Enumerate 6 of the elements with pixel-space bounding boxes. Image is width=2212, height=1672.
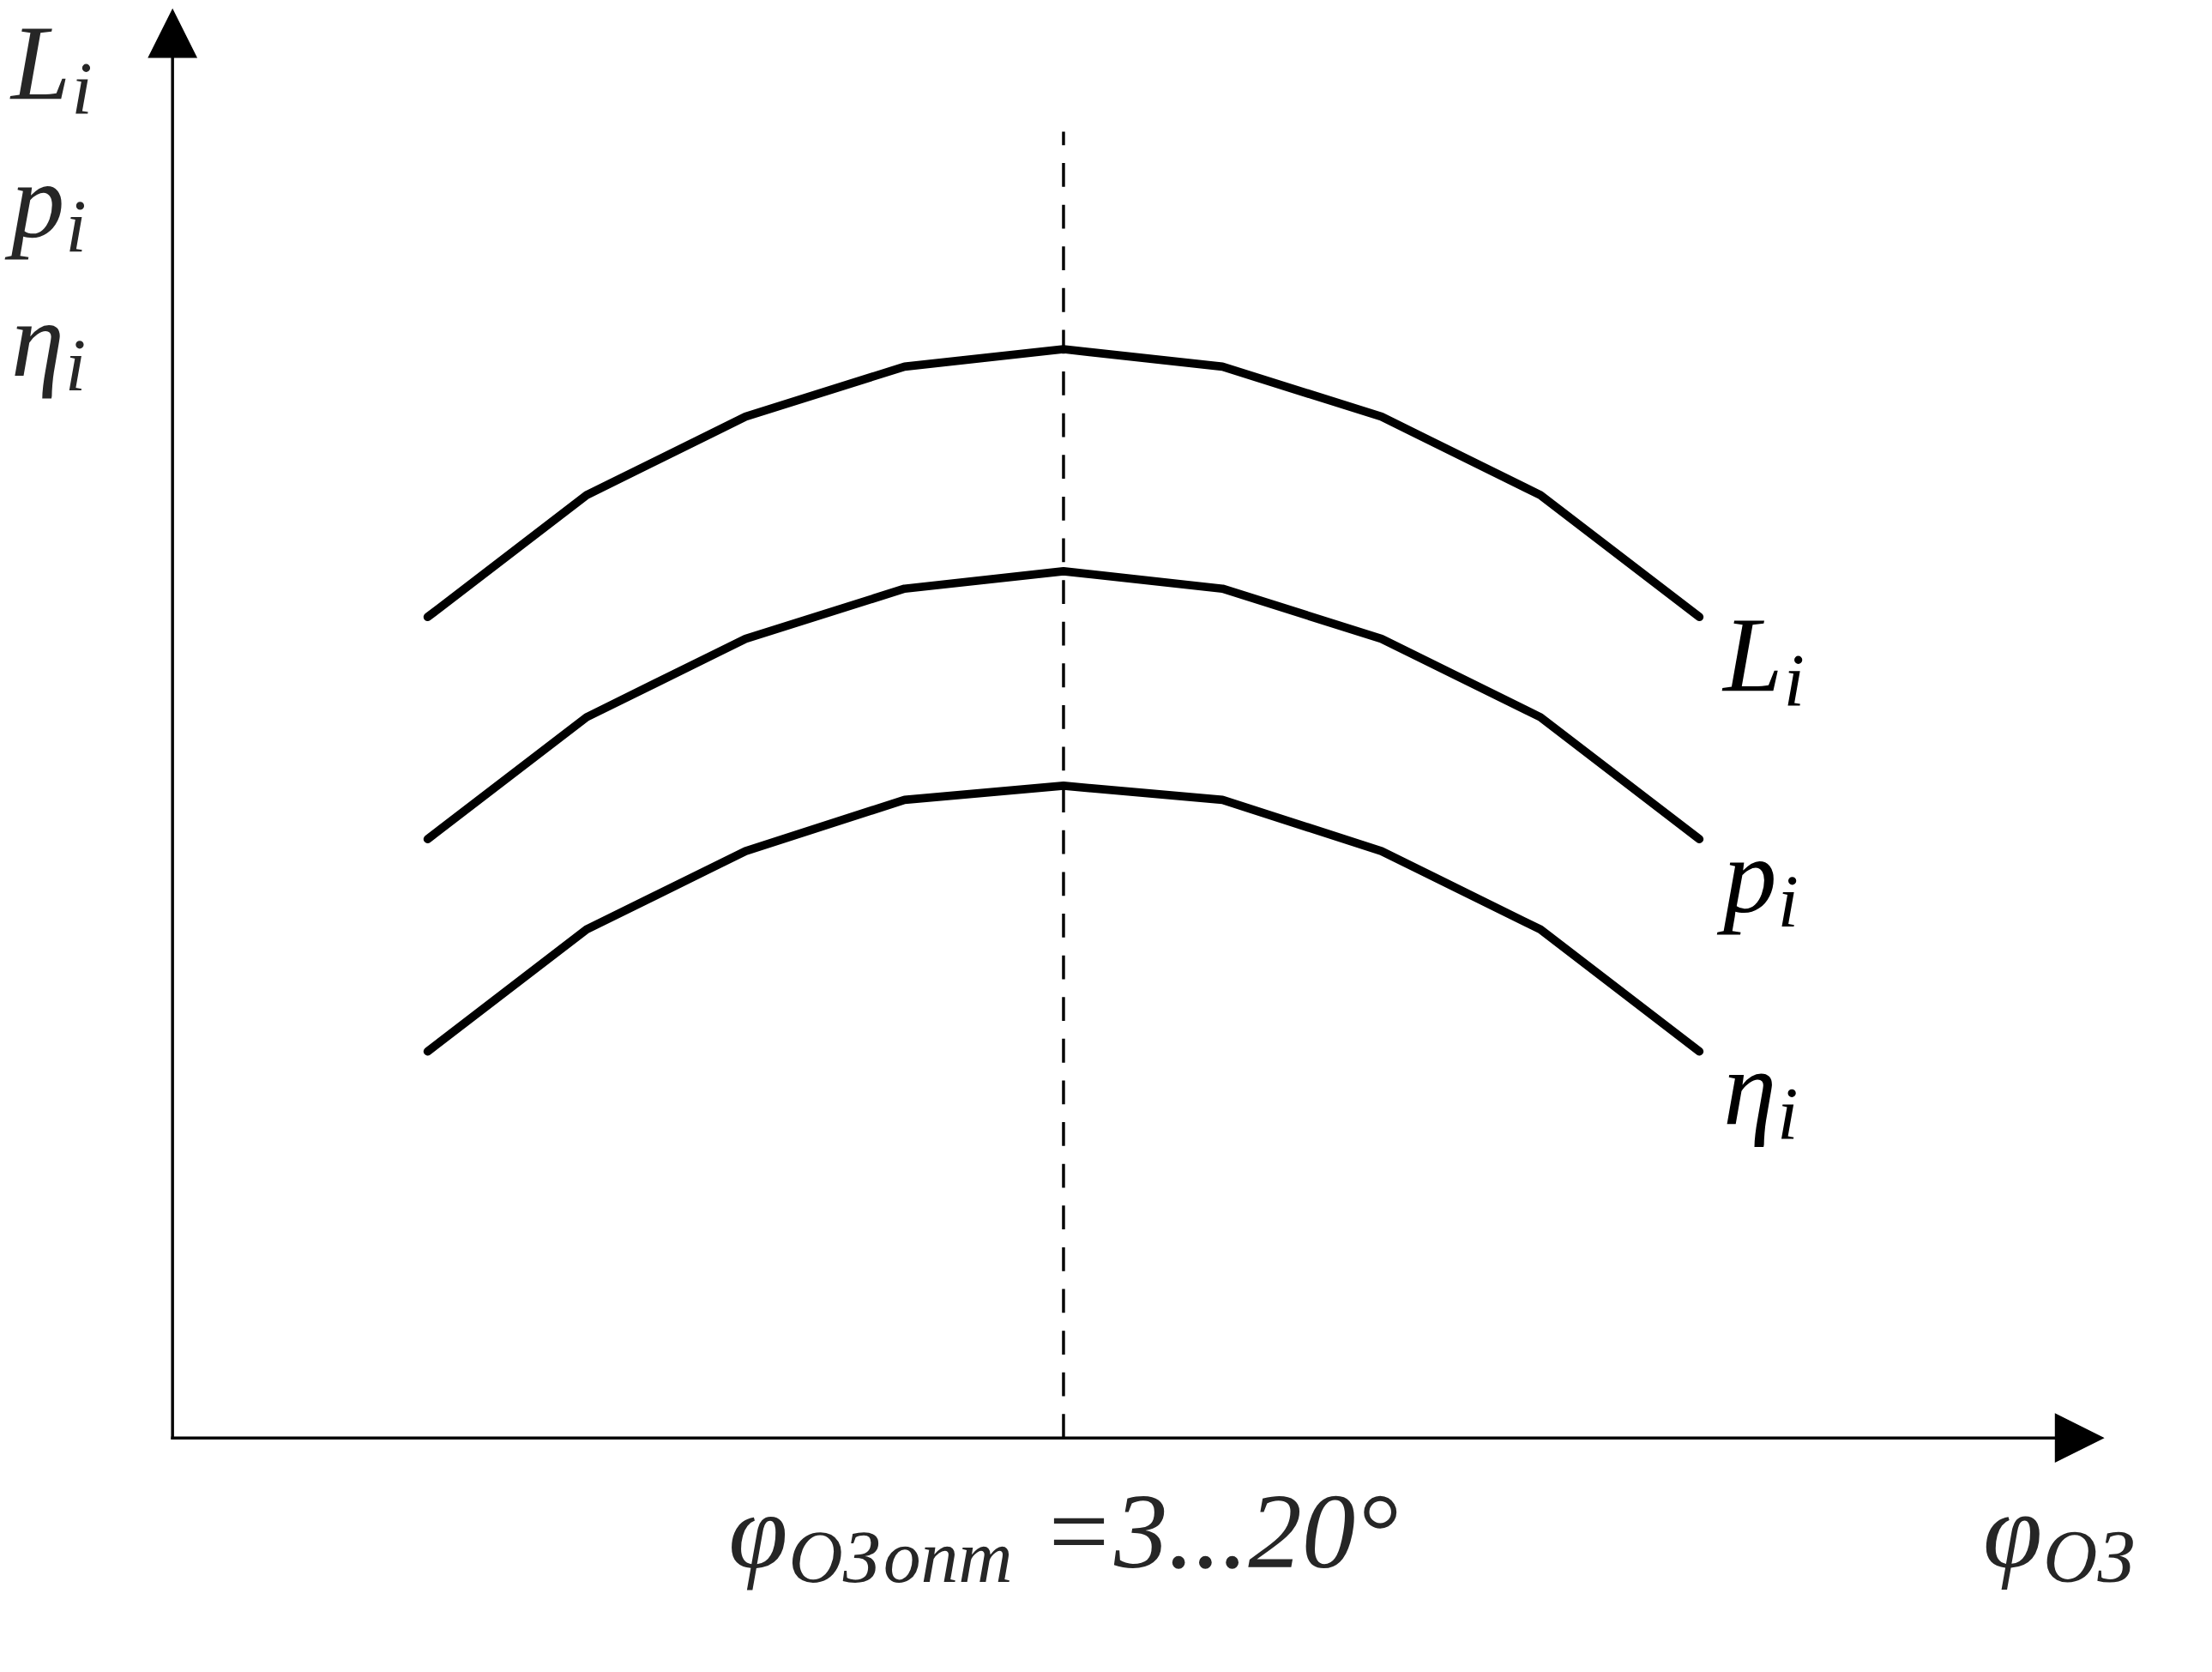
text: φ$_{ОЗопт}$ =3...20° (732, 1495, 1397, 1591)
series-label: η$_{i}$ (1727, 1073, 1796, 1148)
series-label: L$_{i}$ (1721, 620, 1803, 706)
x-axis-title: φ$_{ОЗ}$ (1986, 1516, 2133, 1591)
y-axis-title: L$_{i}$ p$_{i}$ η$_{i}$ (4, 28, 91, 399)
series-label: p$_{i}$ (1716, 860, 1797, 935)
